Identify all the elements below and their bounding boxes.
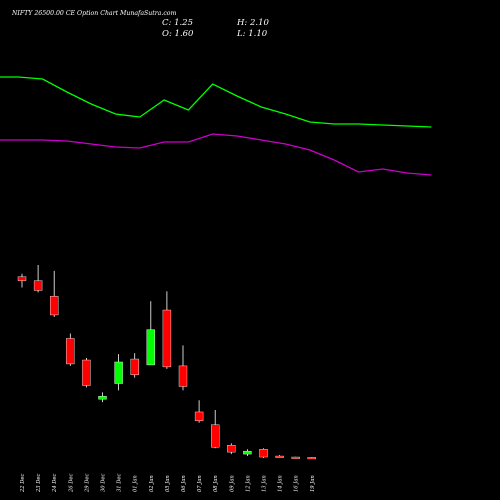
close-value: C: 1.25 [162,18,193,28]
candle [17,273,27,288]
candle-body [146,329,156,366]
x-tick-label: 31 Dec [117,474,123,492]
candle [98,392,107,403]
candle [307,456,316,460]
open-value: O: 1.60 [162,29,194,39]
x-tick-label: 13 Jan [262,475,268,492]
candle [146,301,156,366]
candle [210,410,220,449]
candle-body [50,296,59,316]
candle-body [194,411,204,421]
x-tick-label: 29 Dec [84,474,90,493]
candle [259,448,268,459]
upper-line [0,76,432,128]
low-value: L: 1.10 [236,29,268,39]
x-tick-label: 08 Jan [213,475,219,492]
x-tick-label: 14 Jan [278,475,284,492]
candle [275,455,284,458]
candle [291,456,300,459]
candle [50,270,59,317]
x-tick-label: 23 Dec [36,474,42,493]
candle [82,358,91,388]
candle-body [162,309,172,368]
candle-body [259,449,268,458]
candle [194,400,204,423]
candle [33,264,43,293]
x-tick-label: 07 Jan [197,475,203,492]
candle [130,353,139,378]
candle-body [291,456,300,459]
candle [66,333,75,366]
chart-title: NIFTY 26500.00 CE Option Chart MunafaSut… [11,10,177,17]
x-tick-label: 16 Jan [294,475,300,492]
candle-body [17,276,27,281]
x-tick-label: 19 Jan [310,475,316,492]
x-tick-label: 09 Jan [229,475,235,492]
lower-line [0,133,432,176]
candle [243,449,252,457]
x-tick-label: 30 Dec [101,474,107,492]
x-tick-label: 26 Dec [68,474,74,493]
x-tick-label: 24 Dec [52,474,58,493]
high-value: H: 2.10 [236,18,269,28]
x-tick-label: 22 Dec [20,474,26,493]
candle [114,354,123,391]
candle-body [275,455,284,458]
candle [227,443,236,455]
x-tick-label: 05 Jan [165,475,171,492]
x-tick-label: 02 Jan [149,475,155,492]
candles [17,264,316,460]
candle-body [33,280,43,291]
candle-body [243,450,252,455]
candle-body [66,338,75,365]
indicator-lines [0,76,432,176]
candle-body [98,396,107,400]
candle-body [210,424,220,448]
candle [178,345,188,391]
candle-body [82,359,91,386]
candle-body [114,361,123,384]
x-tick-label: 12 Jan [245,475,251,492]
x-tick-label: 01 Jan [133,475,139,492]
x-axis-labels: 22 Dec 23 Dec 24 Dec 26 Dec 29 Dec 30 Dec 31 D… [20,474,316,493]
x-tick-label: 06 Jan [181,475,187,492]
candle-body [178,365,188,387]
candle [162,291,172,369]
candle-body [307,457,316,460]
candle-body [227,445,236,453]
candle-body [130,358,139,375]
